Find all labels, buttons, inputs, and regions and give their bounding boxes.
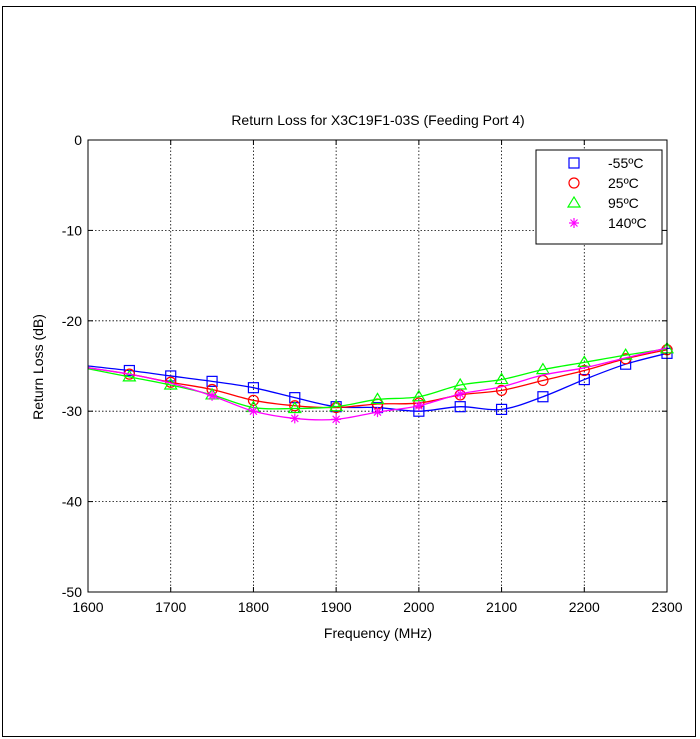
data-point-asterisk — [413, 400, 424, 411]
data-point-triangle — [535, 362, 550, 375]
data-point-square — [123, 364, 135, 377]
y-tick-label: -50 — [62, 584, 82, 600]
x-tick-label: 1900 — [321, 599, 352, 615]
y-tick-label: -30 — [62, 403, 82, 419]
y-tick-label: -40 — [62, 494, 82, 510]
x-axis-label: Frequency (MHz) — [324, 625, 432, 641]
axis-ticks: 1600 1700 1800 1900 2000 2100 2200 2300 0 -10 -20 -… — [62, 132, 683, 615]
plot-area-frame — [87, 139, 668, 593]
data-point-asterisk — [372, 407, 383, 418]
y-tick-label: 0 — [74, 132, 82, 148]
x-tick-label: 2300 — [651, 599, 682, 615]
series-group — [87, 341, 675, 425]
series-3 — [87, 341, 675, 414]
data-point-square — [206, 375, 218, 387]
data-point-circle — [247, 394, 260, 406]
y-axis-label: Return Loss (dB) — [30, 314, 46, 420]
data-point-square — [495, 403, 508, 415]
data-point-triangle — [411, 389, 426, 402]
data-point-asterisk — [289, 413, 300, 424]
data-point-circle — [123, 368, 135, 380]
data-point-square — [247, 382, 260, 394]
data-point-triangle — [453, 377, 468, 390]
data-point-triangle — [122, 369, 137, 382]
legend-label: -55ºC — [608, 155, 643, 171]
figure-border — [2, 6, 696, 737]
data-point-triangle — [329, 399, 344, 412]
series-4 — [87, 347, 668, 425]
data-point-circle — [578, 364, 590, 377]
legend-label: 95ºC — [608, 195, 639, 211]
legend-label: 140ºC — [608, 215, 647, 231]
x-tick-label: 1600 — [72, 599, 103, 615]
data-point-circle — [495, 384, 508, 397]
data-point-triangle — [494, 372, 509, 385]
data-point-triangle — [287, 401, 302, 414]
x-tick-label: 1800 — [238, 599, 269, 615]
data-point-triangle — [370, 392, 385, 405]
data-point-square — [165, 370, 177, 382]
x-tick-label: 2000 — [403, 599, 434, 615]
x-tick-label: 2200 — [569, 599, 600, 615]
x-tick-label: 1700 — [155, 599, 186, 615]
data-point-triangle — [618, 347, 633, 360]
data-point-square — [454, 401, 466, 413]
chart-title: Return Loss for X3C19F1-03S (Feeding Por… — [231, 112, 524, 128]
x-tick-label: 2100 — [486, 599, 517, 615]
y-tick-label: -20 — [62, 313, 82, 329]
series-line — [87, 348, 668, 410]
legend-marker — [568, 177, 580, 189]
data-point-square — [578, 373, 590, 386]
data-point-triangle — [577, 355, 592, 367]
legend-label: 25ºC — [608, 175, 639, 191]
legend-marker — [568, 157, 580, 169]
data-point-asterisk — [331, 414, 342, 425]
data-point-asterisk — [248, 406, 259, 417]
legend: -55ºC 25ºC 95ºC 140ºC — [535, 149, 663, 245]
data-point-asterisk — [207, 390, 218, 401]
data-point-square — [537, 391, 549, 403]
data-point-circle — [289, 400, 301, 412]
legend-marker — [569, 218, 579, 228]
legend-box — [535, 149, 663, 245]
data-point-asterisk — [455, 389, 466, 400]
legend-marker — [566, 195, 582, 208]
y-tick-label: -10 — [62, 222, 82, 238]
